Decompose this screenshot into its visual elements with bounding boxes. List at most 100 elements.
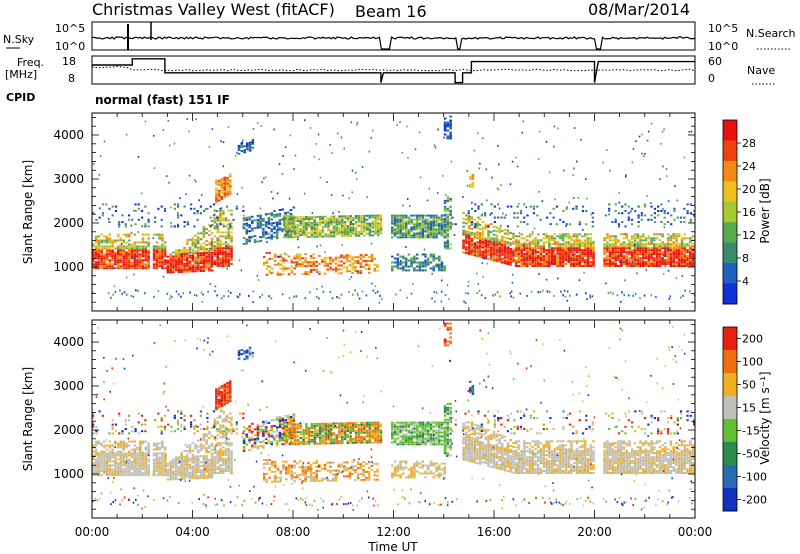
power-data-cell — [199, 248, 203, 251]
power-data-cell — [449, 135, 452, 138]
power-data-cell — [539, 257, 543, 260]
vel-data-cell — [481, 457, 485, 460]
power-data-cell — [481, 246, 485, 249]
vel-data-cell — [202, 469, 206, 471]
power-data-cell — [119, 253, 123, 256]
power-data-cell — [177, 253, 181, 256]
power-data-cell — [462, 245, 465, 248]
power-data-cell — [219, 257, 222, 260]
power-data-cell — [132, 295, 135, 298]
power-data-cell — [421, 236, 424, 239]
vel-data-cell — [147, 470, 150, 473]
power-data-cell — [550, 237, 554, 240]
vel-data-cell — [470, 448, 474, 451]
vel-data-cell — [467, 444, 471, 446]
power-data-cell — [621, 212, 624, 215]
vel-data-cell — [139, 462, 142, 465]
power-data-cell — [410, 218, 413, 221]
power-data-cell — [147, 245, 150, 248]
power-data-cell — [203, 210, 206, 212]
vel-data-cell — [197, 467, 200, 470]
vel-data-cell — [517, 468, 521, 471]
power-data-cell — [476, 243, 479, 246]
vel-data-cell — [188, 447, 192, 450]
power-data-cell — [350, 121, 353, 124]
power-data-cell — [186, 118, 189, 120]
power-data-cell — [449, 211, 452, 214]
vel-data-cell — [219, 472, 222, 474]
power-data-cell — [612, 292, 614, 295]
power-data-cell — [94, 251, 98, 254]
power-data-cell — [227, 290, 230, 293]
power-data-cell — [259, 222, 262, 225]
vel-data-cell — [183, 458, 186, 460]
power-data-cell — [262, 235, 265, 238]
power-data-cell — [498, 252, 501, 255]
power-data-cell — [327, 217, 330, 220]
vel-data-cell — [224, 450, 228, 453]
power-data-cell — [586, 251, 590, 254]
power-data-cell — [658, 259, 662, 262]
vel-data-cell — [219, 450, 222, 453]
power-data-cell — [566, 299, 569, 302]
power-data-cell — [205, 248, 208, 250]
power-data-cell — [136, 253, 139, 256]
vel-data-cell — [501, 466, 504, 469]
vel-data-cell — [183, 456, 186, 458]
power-data-cell — [449, 223, 452, 226]
vel-data-cell — [476, 424, 479, 427]
power-data-cell — [410, 234, 413, 237]
vel-data-cell — [210, 464, 214, 467]
power-data-cell — [310, 233, 314, 236]
power-data-cell — [639, 247, 642, 250]
power-data-cell — [294, 236, 297, 239]
power-data-cell — [363, 222, 366, 225]
power-data-cell — [575, 247, 579, 250]
power-data-cell — [426, 220, 430, 223]
vel-data-cell — [161, 444, 164, 447]
power-data-cell — [226, 188, 229, 191]
power-data-cell — [245, 228, 249, 231]
power-data-cell — [119, 239, 123, 242]
power-data-cell — [248, 238, 251, 241]
power-data-cell — [341, 221, 344, 224]
vel-data-cell — [208, 446, 211, 449]
power-data-cell — [329, 231, 333, 234]
power-data-cell — [141, 265, 145, 268]
power-data-cell — [94, 241, 98, 244]
vel-data-cell — [481, 455, 485, 458]
power-data-cell — [446, 221, 450, 224]
power-data-cell — [157, 207, 160, 210]
power-data-cell — [205, 244, 208, 246]
power-data-cell — [581, 205, 585, 208]
power-data-cell — [669, 245, 673, 248]
vel-data-cell — [213, 452, 217, 455]
vel-data-cell — [199, 449, 203, 452]
power-data-cell — [180, 253, 183, 256]
power-data-cell — [666, 233, 670, 236]
vel-data-cell — [152, 448, 156, 451]
power-data-cell — [415, 218, 419, 221]
vel-data-cell — [174, 478, 178, 481]
power-data-cell — [177, 259, 181, 262]
power-data-cell — [561, 237, 565, 240]
power-data-cell — [680, 241, 684, 244]
power-data-cell — [633, 241, 637, 244]
power-data-cell — [177, 265, 181, 268]
power-data-cell — [225, 205, 229, 208]
power-data-cell — [564, 257, 568, 260]
power-data-cell — [608, 251, 612, 254]
power-data-cell — [446, 236, 449, 239]
power-data-cell — [424, 226, 427, 229]
power-data-cell — [230, 237, 233, 240]
vel-data-cell — [509, 468, 512, 471]
vel-data-cell — [169, 462, 172, 465]
power-data-cell — [583, 243, 587, 246]
power-data-cell — [627, 216, 630, 219]
power-data-cell — [123, 291, 126, 294]
power-data-cell — [642, 251, 645, 254]
power-data-cell — [680, 247, 684, 250]
power-data-cell — [229, 225, 232, 228]
power-data-cell — [578, 223, 581, 226]
vel-data-cell — [492, 458, 496, 461]
